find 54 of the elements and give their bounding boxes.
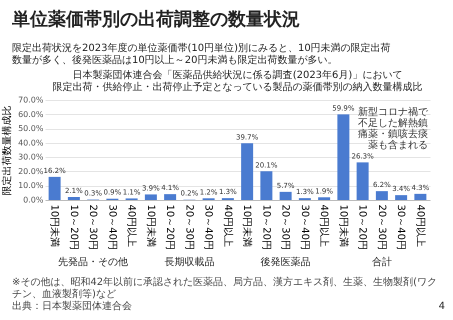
bar <box>376 191 388 200</box>
bar <box>144 194 157 200</box>
bar <box>48 176 61 200</box>
x-tick-label: 40円以上 <box>222 204 234 248</box>
bar <box>414 194 426 200</box>
text: 日本製薬団体連合会「医薬品供給状況に係る調査(2023年6月)」において <box>72 69 402 81</box>
text: 後発医薬品 <box>260 256 311 268</box>
x-tick-label: 30～40円 <box>395 204 406 250</box>
x-tick-label: 10～20円 <box>356 204 368 250</box>
x-tick-label: 10円未満 <box>241 204 254 248</box>
x-tick-label: 10～20円 <box>164 204 176 250</box>
source-note: 出典：日本製薬団体連合会 <box>12 300 132 312</box>
text: 先発品・その他 <box>58 256 128 268</box>
x-tick-label: 10～20円 <box>260 204 272 250</box>
y-axis-title: 限定出荷数量構成比 <box>1 106 14 196</box>
x-tick-label: 30～40円 <box>298 204 310 250</box>
text: 限定出荷・供給停止・出荷停止予定となっている製品の薬価帯別の納入数量構成比 <box>52 81 422 93</box>
chart-title: 単位薬価帯別の出荷調整の数量状況 <box>11 9 300 30</box>
text: 4 <box>438 301 445 312</box>
y-tick-label: 10.0% <box>18 181 44 190</box>
y-tick-label: 0.0% <box>23 196 44 204</box>
bar <box>395 195 408 200</box>
x-tick-label: 20～30円 <box>87 204 98 250</box>
x-tick-label: 20～30円 <box>376 204 387 250</box>
bar <box>280 192 292 200</box>
bar <box>356 162 369 200</box>
x-tick-label: 10円未満 <box>48 204 61 248</box>
x-tick-label: 20～30円 <box>280 204 291 250</box>
x-tick-label: 10～20円 <box>68 204 79 250</box>
x-tick-label: 20～30円 <box>183 204 194 250</box>
bar <box>164 194 176 200</box>
text: 長期収載品 <box>164 256 214 268</box>
bar <box>337 114 350 200</box>
y-tick-label: 60.0% <box>18 110 44 119</box>
x-tick-label: 40円以上 <box>414 204 426 248</box>
annotation: 新型コロナ禍で不足した解熱鎮痛薬・鎮咳去痰薬も含まれる <box>358 106 429 151</box>
bar <box>241 143 254 200</box>
bar <box>68 197 80 200</box>
y-tick-label: 70.0% <box>18 96 44 104</box>
x-tick-label: 30～40円 <box>106 204 118 250</box>
bar <box>260 171 272 200</box>
y-tick-label: 40.0% <box>18 138 44 148</box>
x-tick-label: 10円未満 <box>144 204 157 248</box>
y-tick-label: 50.0% <box>18 124 44 134</box>
text: ※その他は、昭和42年以前に承認された医薬品、局方品、漢方エキス剤、生薬、生物製剤(ワクチン、血液製剤等)など <box>12 276 438 300</box>
chart-subtitle: 限定出荷状況を2023年度の単位薬価帯(10円単位)別にみると、10円未満の限定出荷数量が多く、後発医薬品は10円以上～20円未満も限定出荷数量が多い。 <box>12 42 391 66</box>
x-tick-label: 40円以上 <box>126 204 138 248</box>
x-tick-label: 10円未満 <box>337 204 350 248</box>
bar <box>318 197 330 200</box>
x-tick-label: 30～40円 <box>202 204 214 250</box>
y-tick-label: 20.0% <box>18 166 44 176</box>
text: 合計 <box>372 256 392 268</box>
x-tick-label: 40円以上 <box>318 204 330 248</box>
y-tick-label: 30.0% <box>18 152 44 162</box>
